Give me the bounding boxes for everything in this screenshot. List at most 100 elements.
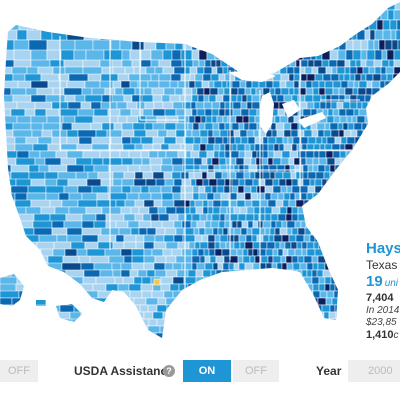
county-cell[interactable] bbox=[308, 325, 315, 334]
county-cell[interactable] bbox=[13, 39, 30, 51]
county-cell[interactable] bbox=[186, 297, 196, 306]
county-cell[interactable] bbox=[156, 304, 168, 313]
county-cell[interactable] bbox=[247, 304, 255, 313]
county-cell[interactable] bbox=[306, 39, 315, 51]
county-cell[interactable] bbox=[217, 325, 225, 334]
county-cell[interactable] bbox=[204, 255, 211, 264]
county-cell[interactable] bbox=[229, 255, 239, 264]
county-cell[interactable] bbox=[259, 206, 266, 215]
county-cell[interactable] bbox=[246, 101, 253, 110]
county-cell[interactable] bbox=[171, 49, 182, 61]
county-cell[interactable] bbox=[123, 234, 137, 243]
county-cell[interactable] bbox=[277, 248, 284, 257]
county-cell[interactable] bbox=[122, 297, 135, 306]
county-cell[interactable] bbox=[99, 269, 114, 278]
county-cell[interactable] bbox=[279, 66, 288, 75]
county-cell[interactable] bbox=[241, 220, 249, 229]
county-cell[interactable] bbox=[350, 213, 357, 222]
county-cell[interactable] bbox=[271, 283, 278, 292]
county-cell[interactable] bbox=[325, 94, 332, 103]
county-cell[interactable] bbox=[271, 19, 279, 31]
county-cell[interactable] bbox=[199, 143, 207, 152]
county-cell[interactable] bbox=[276, 94, 285, 103]
county-cell[interactable] bbox=[220, 332, 227, 340]
county-cell[interactable] bbox=[393, 66, 400, 75]
county-cell[interactable] bbox=[243, 332, 250, 340]
county-cell[interactable] bbox=[61, 199, 79, 208]
county-cell[interactable] bbox=[300, 39, 308, 51]
county-cell[interactable] bbox=[291, 178, 299, 187]
county-cell[interactable] bbox=[281, 283, 288, 292]
county-cell[interactable] bbox=[284, 39, 294, 51]
county-cell[interactable] bbox=[283, 19, 293, 31]
county-cell[interactable] bbox=[204, 227, 214, 236]
county-cell[interactable] bbox=[353, 185, 362, 194]
county-cell[interactable] bbox=[192, 332, 199, 340]
county-cell[interactable] bbox=[34, 101, 53, 110]
county-cell[interactable] bbox=[192, 192, 200, 201]
county-cell[interactable] bbox=[179, 325, 192, 334]
county-cell[interactable] bbox=[25, 311, 41, 320]
county-cell[interactable] bbox=[256, 318, 265, 327]
county-cell[interactable] bbox=[173, 178, 183, 187]
county-cell[interactable] bbox=[99, 325, 118, 335]
county-cell[interactable] bbox=[386, 73, 394, 82]
county-cell[interactable] bbox=[214, 171, 223, 180]
county-cell[interactable] bbox=[288, 199, 297, 208]
county-cell[interactable] bbox=[334, 29, 342, 41]
county-cell[interactable] bbox=[214, 136, 224, 145]
county-cell[interactable] bbox=[273, 269, 282, 278]
county-cell[interactable] bbox=[202, 206, 209, 215]
county-cell[interactable] bbox=[191, 49, 200, 61]
county-cell[interactable] bbox=[180, 185, 194, 194]
county-cell[interactable] bbox=[251, 150, 258, 159]
county-cell[interactable] bbox=[277, 276, 287, 285]
county-cell[interactable] bbox=[242, 0, 250, 11]
county-cell[interactable] bbox=[251, 318, 258, 327]
county-cell[interactable] bbox=[112, 241, 125, 250]
county-cell[interactable] bbox=[80, 0, 94, 12]
county-cell[interactable] bbox=[236, 199, 246, 208]
county-cell[interactable] bbox=[110, 136, 123, 145]
county-cell[interactable] bbox=[224, 178, 233, 187]
county-cell[interactable] bbox=[344, 171, 354, 180]
county-cell[interactable] bbox=[273, 143, 280, 152]
county-cell[interactable] bbox=[32, 325, 53, 334]
county-cell[interactable] bbox=[188, 80, 196, 89]
county-cell[interactable] bbox=[385, 164, 394, 173]
county-cell[interactable] bbox=[236, 248, 244, 257]
county-cell[interactable] bbox=[286, 220, 296, 229]
county-cell[interactable] bbox=[311, 269, 318, 278]
county-cell[interactable] bbox=[278, 143, 285, 152]
county-cell[interactable] bbox=[83, 325, 101, 336]
county-cell[interactable] bbox=[381, 59, 390, 68]
county-cell[interactable] bbox=[356, 101, 363, 110]
county-cell[interactable] bbox=[46, 304, 61, 315]
county-cell[interactable] bbox=[191, 94, 199, 103]
county-cell[interactable] bbox=[257, 311, 264, 320]
county-cell[interactable] bbox=[340, 29, 348, 41]
county-cell[interactable] bbox=[132, 157, 143, 166]
county-cell[interactable] bbox=[310, 227, 318, 236]
county-cell[interactable] bbox=[354, 73, 362, 82]
county-cell[interactable] bbox=[274, 241, 281, 250]
county-cell[interactable] bbox=[276, 164, 286, 173]
county-cell[interactable] bbox=[231, 178, 240, 187]
county-cell[interactable] bbox=[175, 255, 186, 264]
county-cell[interactable] bbox=[309, 234, 316, 243]
county-cell[interactable] bbox=[121, 59, 133, 68]
county-cell[interactable] bbox=[131, 262, 145, 271]
county-cell[interactable] bbox=[203, 276, 212, 285]
county-cell[interactable] bbox=[31, 262, 49, 276]
county-cell[interactable] bbox=[255, 157, 263, 166]
county-cell[interactable] bbox=[181, 220, 192, 229]
county-cell[interactable] bbox=[324, 80, 334, 89]
county-cell[interactable] bbox=[358, 262, 366, 271]
county-cell[interactable] bbox=[196, 220, 206, 229]
county-cell[interactable] bbox=[0, 29, 18, 42]
county-cell[interactable] bbox=[165, 150, 179, 159]
county-cell[interactable] bbox=[307, 290, 314, 299]
county-cell[interactable] bbox=[345, 164, 355, 173]
county-cell[interactable] bbox=[290, 276, 300, 285]
county-cell[interactable] bbox=[346, 220, 356, 229]
